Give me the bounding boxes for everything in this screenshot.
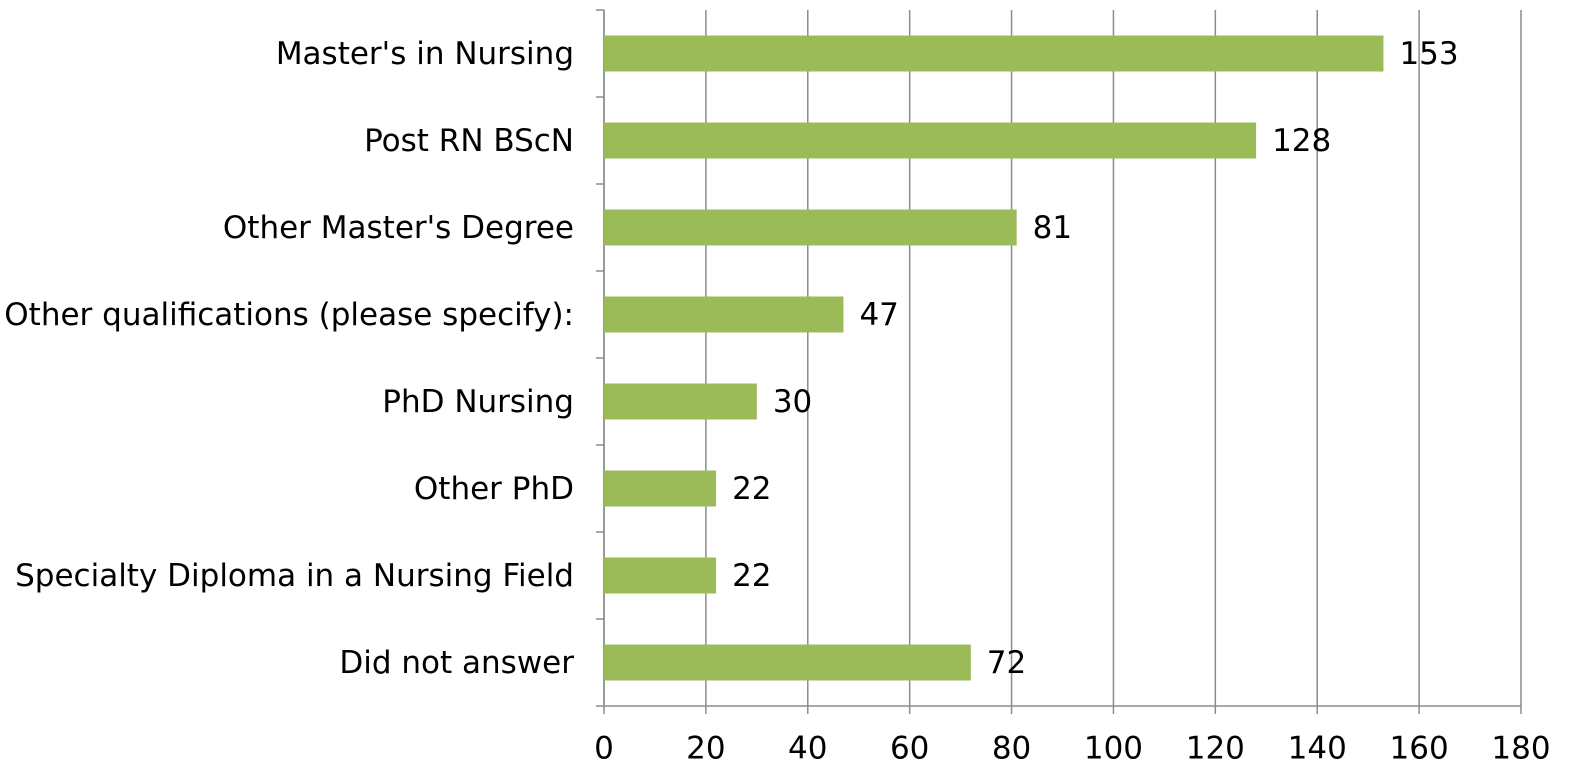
bar: [604, 470, 717, 507]
y-tick-label: Other PhD: [414, 471, 574, 507]
x-tick-label: 140: [1288, 731, 1347, 767]
value-label: 81: [1033, 210, 1072, 246]
x-tick-label: 40: [788, 731, 827, 767]
bar: [604, 557, 717, 594]
x-tick-label: 0: [594, 731, 614, 767]
value-label: 72: [987, 645, 1026, 681]
x-tick-label: 60: [890, 731, 929, 767]
bar: [604, 209, 1017, 246]
value-label: 22: [732, 558, 771, 594]
y-tick-label: Master's in Nursing: [276, 36, 574, 72]
x-tick-label: 20: [686, 731, 725, 767]
y-tick-label: Other Master's Degree: [223, 210, 574, 246]
value-label: 128: [1272, 123, 1331, 159]
value-label: 30: [773, 384, 812, 420]
y-tick-label: Did not answer: [339, 645, 574, 681]
x-tick-label: 160: [1390, 731, 1449, 767]
bar: [604, 35, 1384, 72]
x-tick-label: 80: [992, 731, 1031, 767]
y-tick-label: Post RN BScN: [364, 123, 574, 159]
value-label: 47: [859, 297, 898, 333]
bar: [604, 644, 971, 681]
value-label: 22: [732, 471, 771, 507]
bar: [604, 296, 844, 333]
y-tick-label: PhD Nursing: [382, 384, 574, 420]
value-label: 153: [1399, 36, 1458, 72]
y-tick-label: Specialty Diploma in a Nursing Field: [15, 558, 574, 594]
y-tick-label: Other qualifications (please specify):: [4, 297, 574, 333]
bar: [604, 122, 1257, 159]
x-tick-label: 180: [1491, 731, 1550, 767]
x-tick-label: 120: [1186, 731, 1245, 767]
bar: [604, 383, 757, 420]
x-tick-label: 100: [1084, 731, 1143, 767]
